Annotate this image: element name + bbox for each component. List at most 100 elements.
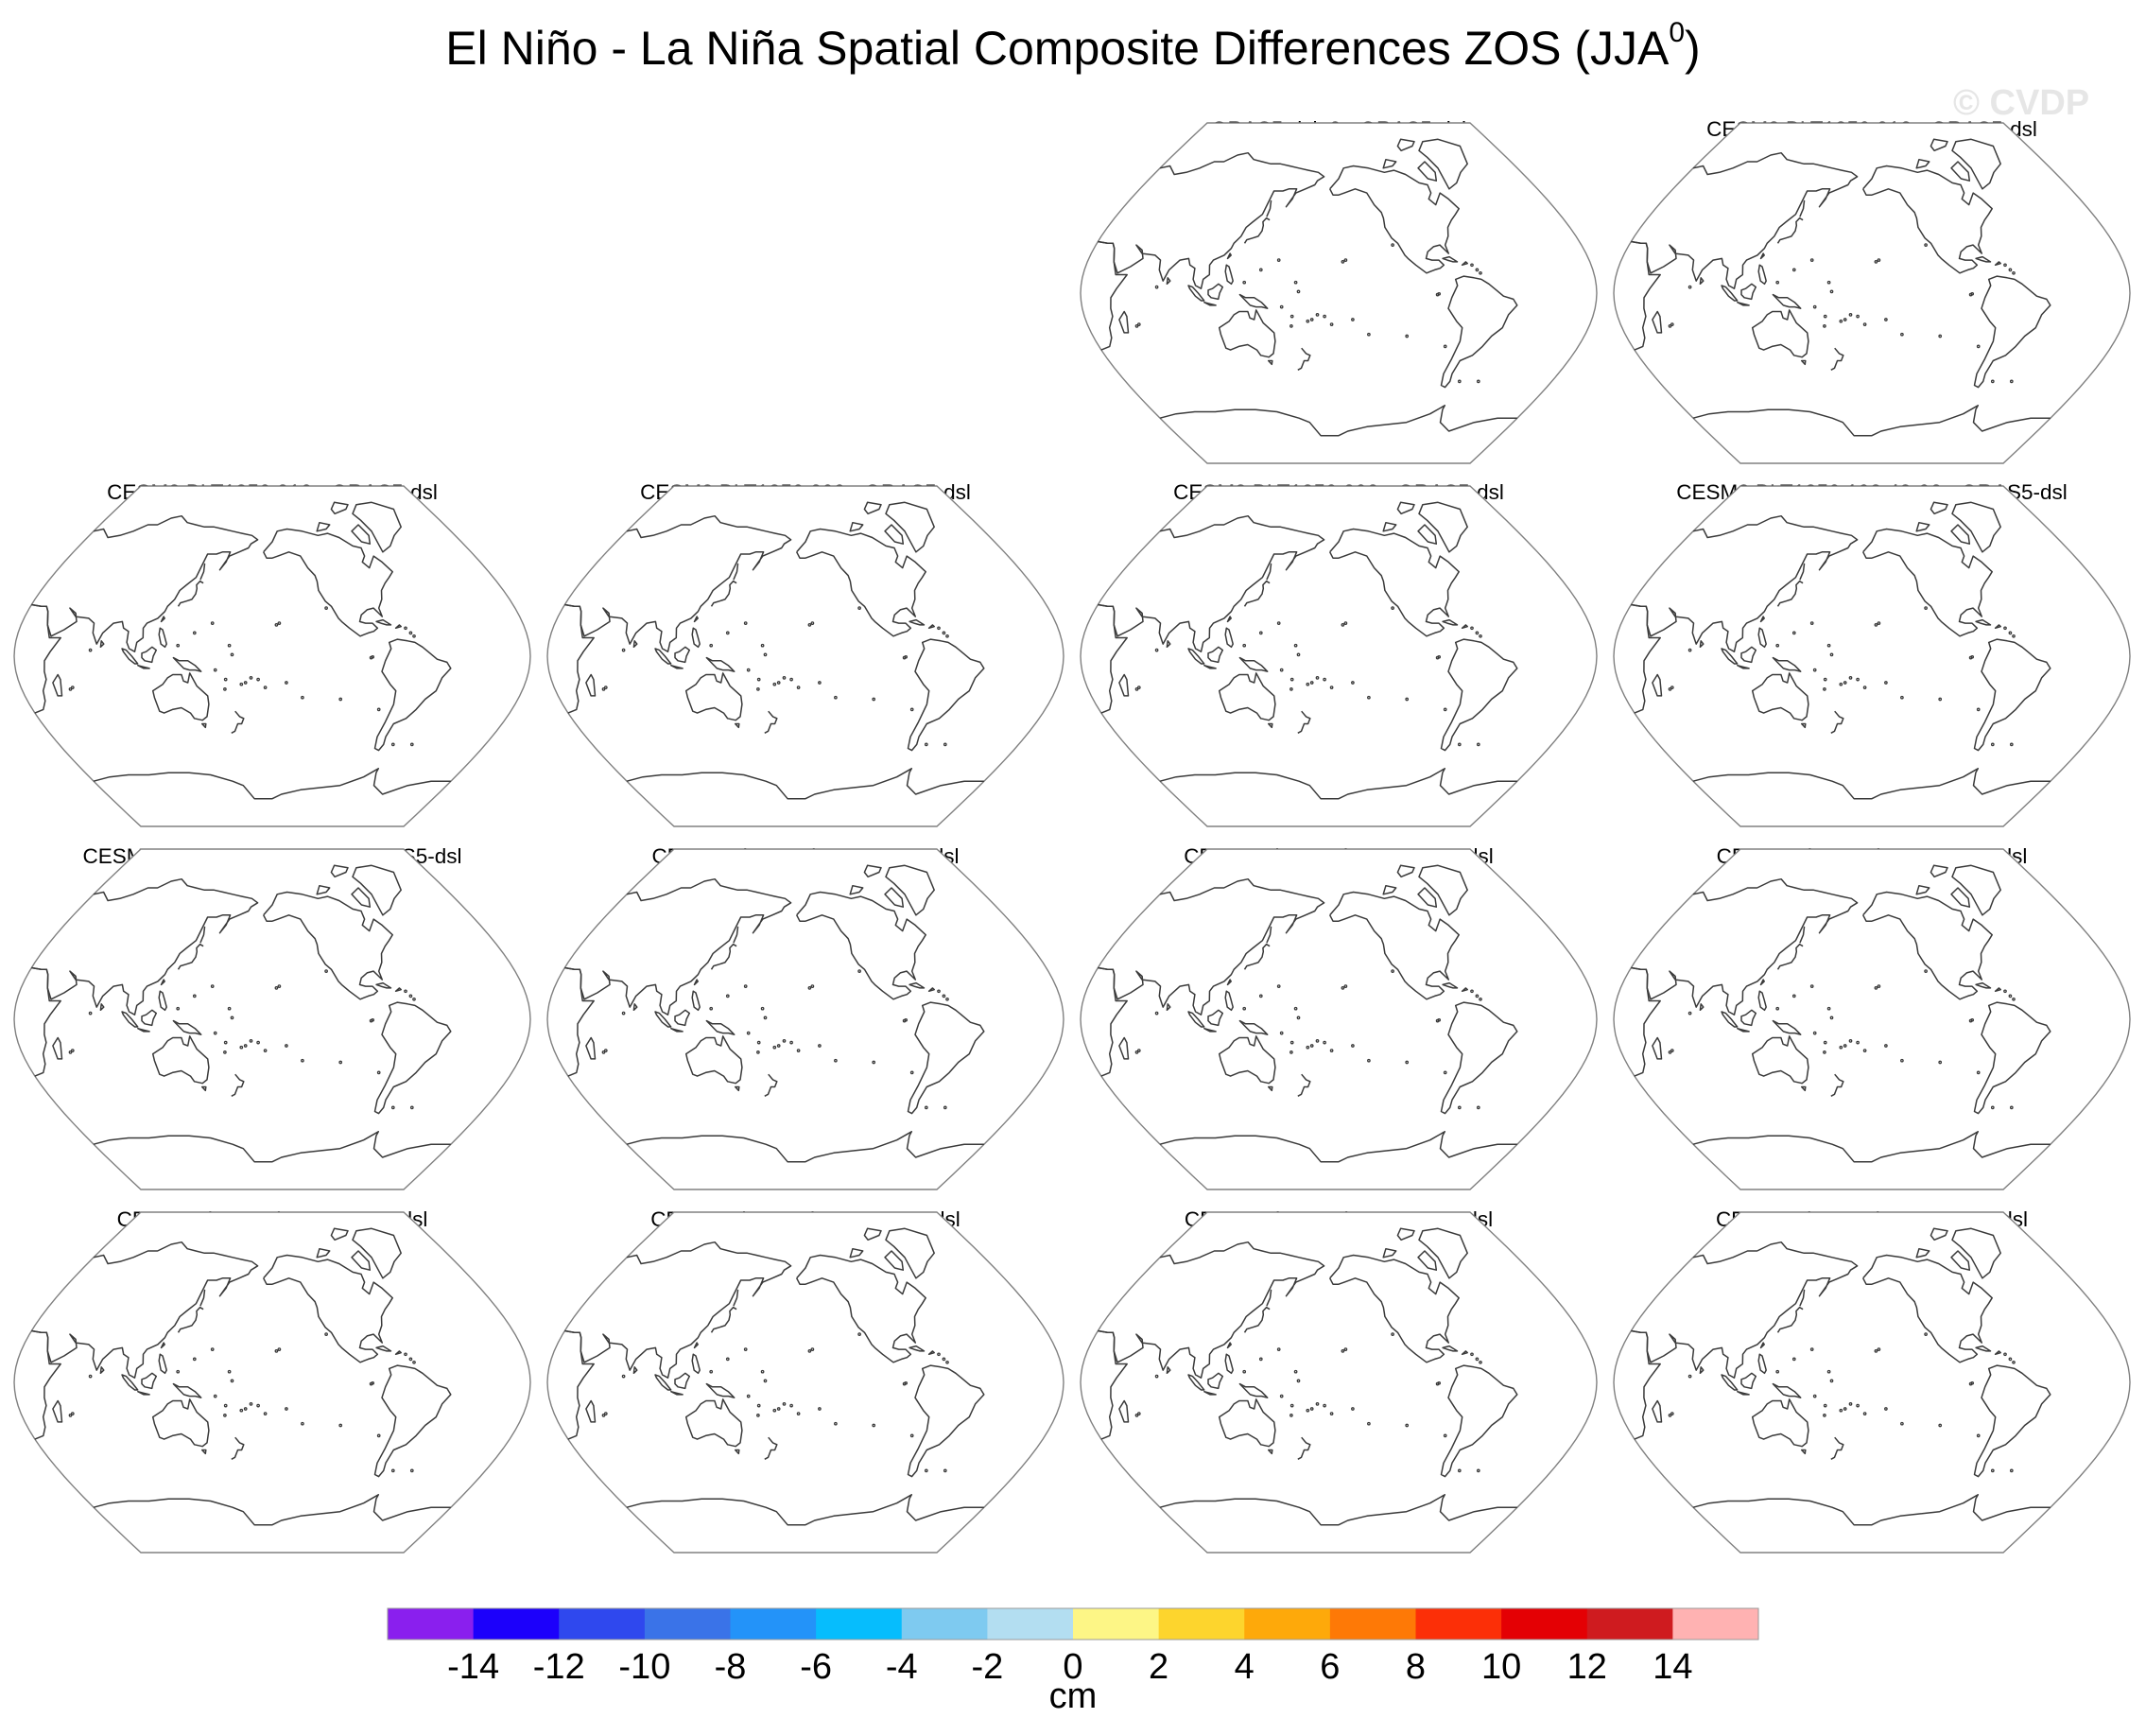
island-outline — [1884, 318, 1888, 321]
eurasia-coast — [1631, 151, 1859, 289]
island-outline — [1293, 1369, 1298, 1374]
island-outline — [1351, 681, 1355, 685]
eurasia-coast — [1631, 877, 1859, 1016]
taiwan-coast — [160, 1342, 165, 1349]
borneo-coast — [141, 646, 158, 664]
island-outline — [1856, 1403, 1860, 1408]
japan-coast — [1243, 217, 1271, 244]
island-outline — [1687, 648, 1692, 652]
island-outline — [789, 1040, 793, 1045]
sakhalin-coast — [1266, 926, 1272, 944]
island-outline — [376, 1070, 381, 1075]
sri-lanka-coast — [99, 1003, 105, 1012]
island-outline — [2009, 742, 2014, 747]
island-outline — [192, 1357, 197, 1362]
island-outline — [834, 1058, 838, 1063]
world-map — [1613, 1211, 2131, 1554]
taiwan-coast — [160, 616, 165, 623]
island-outline — [1437, 291, 1442, 296]
island-outline — [404, 1352, 407, 1357]
world-map — [1080, 485, 1598, 827]
colorbar-tick-label: -4 — [886, 1647, 918, 1687]
africa-coast — [1631, 966, 1661, 1077]
south-america-coast — [373, 1364, 452, 1478]
island-outline — [2008, 994, 2013, 998]
island-outline — [1242, 643, 1247, 648]
island-outline — [2003, 1352, 2007, 1357]
island-outline — [1405, 1060, 1410, 1065]
island-outline — [1289, 324, 1293, 328]
island-outline — [924, 1468, 928, 1473]
eurasia-coast — [1631, 1241, 1859, 1379]
colorbar-tick-label: -2 — [971, 1647, 1003, 1687]
new-guinea-coast — [705, 656, 736, 672]
eurasia-coast — [1098, 151, 1325, 289]
japan-coast — [1243, 943, 1271, 970]
ellesmere-island-coast — [1930, 1227, 1948, 1241]
island-outline — [263, 686, 268, 689]
island-outline — [1405, 1423, 1410, 1428]
cuba-coast — [375, 618, 392, 626]
island-outline — [1924, 1332, 1928, 1336]
island-outline — [1839, 682, 1843, 686]
sakhalin-coast — [1799, 200, 1806, 217]
colorbar-tick-label: -12 — [533, 1647, 585, 1687]
tasmania-coast — [1267, 1449, 1273, 1455]
java-coast — [137, 1027, 150, 1033]
island-outline — [1829, 1379, 1834, 1383]
antarctica-coast — [1692, 1494, 2051, 1526]
borneo-coast — [1740, 283, 1757, 301]
island-outline — [2003, 626, 2007, 631]
island-outline — [1990, 742, 1995, 747]
island-outline — [872, 1423, 876, 1428]
island-outline — [1976, 344, 1981, 349]
new-zealand-coast — [1830, 347, 1844, 371]
world-map — [546, 848, 1064, 1190]
page-title-superscript: 0 — [1669, 17, 1686, 49]
island-outline — [1457, 1105, 1462, 1110]
antarctica-coast — [1159, 1131, 1517, 1163]
philippines-coast — [158, 990, 167, 1012]
sri-lanka-coast — [1166, 277, 1171, 286]
island-outline — [909, 707, 914, 712]
island-outline — [68, 687, 73, 691]
island-outline — [2009, 1468, 2014, 1473]
colorbar-swatch — [388, 1608, 475, 1640]
island-outline — [1367, 332, 1371, 337]
philippines-coast — [158, 627, 167, 649]
greenland-coast — [1418, 864, 1468, 916]
world-map — [546, 1211, 1064, 1554]
colorbar-swatch — [730, 1608, 817, 1640]
colorbar-swatch — [1158, 1608, 1245, 1640]
sri-lanka-coast — [632, 1003, 638, 1012]
island-outline — [408, 631, 413, 635]
map-boundary — [1080, 485, 1598, 827]
tasmania-coast — [734, 1085, 740, 1092]
island-outline — [1924, 606, 1928, 610]
australia-coast — [1218, 1398, 1276, 1448]
java-coast — [1737, 301, 1750, 306]
island-outline — [1279, 304, 1284, 309]
island-outline — [210, 621, 215, 625]
australia-coast — [1751, 1398, 1809, 1448]
island-outline — [763, 1016, 768, 1020]
madagascar-coast — [1118, 1399, 1130, 1423]
baffin-island-coast — [1417, 887, 1438, 908]
north-america-coast — [263, 891, 393, 1000]
island-outline — [818, 681, 822, 685]
ellesmere-island-coast — [1396, 138, 1415, 152]
island-outline — [1289, 1050, 1293, 1054]
sri-lanka-coast — [1166, 640, 1171, 649]
new-guinea-coast — [1772, 293, 1802, 309]
island-outline — [1258, 631, 1263, 635]
borneo-coast — [1207, 1372, 1224, 1390]
island-outline — [1154, 1374, 1159, 1379]
island-outline — [725, 631, 730, 635]
island-outline — [1856, 314, 1860, 319]
island-outline — [2008, 1357, 2013, 1362]
new-zealand-coast — [231, 1436, 245, 1460]
eurasia-coast — [564, 514, 792, 652]
new-guinea-coast — [172, 1019, 202, 1035]
island-outline — [1874, 260, 1878, 264]
eurasia-coast — [31, 514, 259, 652]
